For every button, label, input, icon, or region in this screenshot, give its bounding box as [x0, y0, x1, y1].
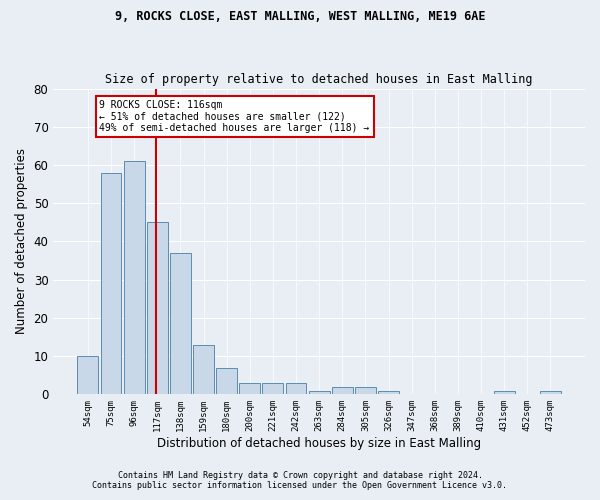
Bar	[378, 390, 399, 394]
Y-axis label: Number of detached properties: Number of detached properties	[15, 148, 28, 334]
Bar	[239, 383, 260, 394]
Bar	[216, 368, 237, 394]
Bar	[193, 344, 214, 395]
Text: 9 ROCKS CLOSE: 116sqm
← 51% of detached houses are smaller (122)
49% of semi-det: 9 ROCKS CLOSE: 116sqm ← 51% of detached …	[100, 100, 370, 133]
Bar	[124, 161, 145, 394]
Bar	[262, 383, 283, 394]
Bar	[77, 356, 98, 395]
Text: Contains HM Land Registry data © Crown copyright and database right 2024.
Contai: Contains HM Land Registry data © Crown c…	[92, 470, 508, 490]
Bar	[286, 383, 307, 394]
Bar	[309, 390, 329, 394]
Bar	[494, 390, 515, 394]
X-axis label: Distribution of detached houses by size in East Malling: Distribution of detached houses by size …	[157, 437, 481, 450]
Bar	[170, 253, 191, 394]
Bar	[147, 222, 167, 394]
Text: 9, ROCKS CLOSE, EAST MALLING, WEST MALLING, ME19 6AE: 9, ROCKS CLOSE, EAST MALLING, WEST MALLI…	[115, 10, 485, 23]
Bar	[355, 386, 376, 394]
Bar	[101, 172, 121, 394]
Title: Size of property relative to detached houses in East Malling: Size of property relative to detached ho…	[106, 73, 533, 86]
Bar	[540, 390, 561, 394]
Bar	[332, 386, 353, 394]
